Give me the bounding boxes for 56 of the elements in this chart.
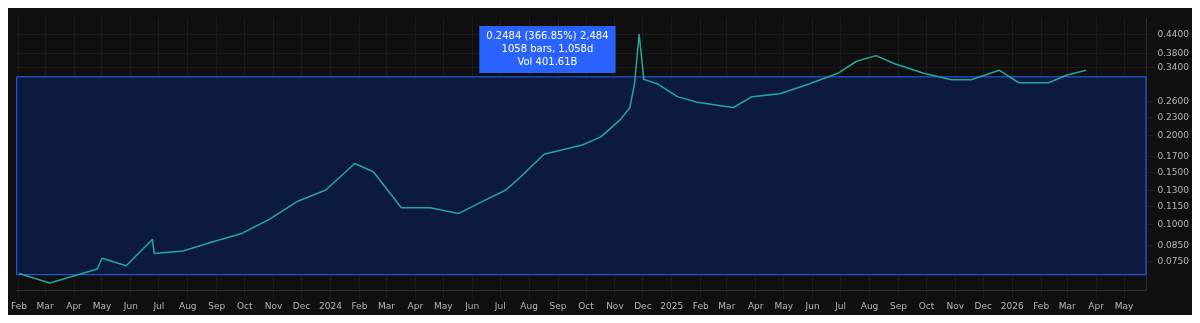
x-tick-label: Feb (11, 300, 28, 311)
x-tick-label: 2025 (660, 300, 684, 311)
x-tick-label: Nov (606, 300, 625, 311)
x-tick-label: Sep (549, 300, 567, 311)
x-tick-label: 2024 (319, 300, 343, 311)
x-tick-label: Aug (520, 300, 538, 311)
x-tick-label: Jul (834, 300, 847, 311)
x-tick-label: Feb (692, 300, 709, 311)
x-tick-label: May (774, 300, 794, 311)
x-tick-label: Jul (152, 300, 165, 311)
x-tick-label: Feb (351, 300, 368, 311)
x-tick-label: Mar (1058, 300, 1077, 311)
x-tick-label: 2026 (1000, 300, 1024, 311)
y-tick-label: 0.1150 (1157, 201, 1190, 212)
x-tick-label: Mar (377, 300, 396, 311)
x-tick-label: Feb (1033, 300, 1050, 311)
x-tick-label: Apr (407, 300, 424, 311)
x-tick-label: Dec (974, 300, 993, 311)
x-tick-label: Nov (264, 300, 284, 311)
x-tick-label: Aug (178, 300, 197, 311)
x-tick-label: Oct (578, 300, 595, 311)
x-tick-label: Jun (804, 300, 820, 311)
y-tick-label: 0.2000 (1157, 129, 1190, 140)
y-tick-label: 0.1500 (1157, 166, 1190, 177)
x-tick-label: Aug (860, 300, 879, 311)
x-tick-label: Dec (634, 300, 652, 311)
x-tick-label: Apr (1088, 300, 1105, 311)
x-tick-label: Jul (493, 300, 506, 311)
y-tick-label: 0.4400 (1157, 28, 1190, 39)
annotation: Vol 401.61B (517, 55, 578, 67)
x-tick-label: Oct (918, 300, 935, 311)
y-tick-label: 0.1000 (1157, 218, 1190, 229)
x-tick-label: Nov (946, 300, 965, 311)
y-tick-label: 0.1700 (1157, 150, 1190, 161)
annotation: 1058 bars, 1,058d (501, 42, 594, 54)
x-tick-label: Jun (122, 300, 138, 311)
x-tick-label: May (434, 300, 454, 311)
y-tick-label: 0.1300 (1157, 185, 1190, 196)
y-tick-label: 0.0750 (1157, 255, 1190, 266)
x-tick-label: May (92, 300, 112, 311)
y-tick-label: 0.2600 (1157, 96, 1190, 107)
x-tick-label: Sep (208, 300, 226, 311)
x-tick-label: Oct (236, 300, 253, 311)
x-tick-label: Apr (66, 300, 83, 311)
x-tick-label: Mar (718, 300, 736, 311)
annotation: 0.2484 (366.85%) 2,484 (486, 29, 609, 41)
x-tick-label: Jun (464, 300, 480, 311)
x-tick-label: May (1114, 300, 1135, 311)
y-tick-label: 0.3800 (1157, 47, 1190, 58)
x-tick-label: Dec (292, 300, 311, 311)
y-tick-label: 0.0850 (1157, 239, 1190, 250)
x-tick-label: Mar (36, 300, 54, 311)
y-tick-label: 0.2300 (1157, 112, 1190, 123)
y-tick-label: 0.3400 (1157, 61, 1190, 72)
x-tick-label: Apr (747, 300, 764, 311)
x-tick-label: Sep (889, 300, 908, 311)
